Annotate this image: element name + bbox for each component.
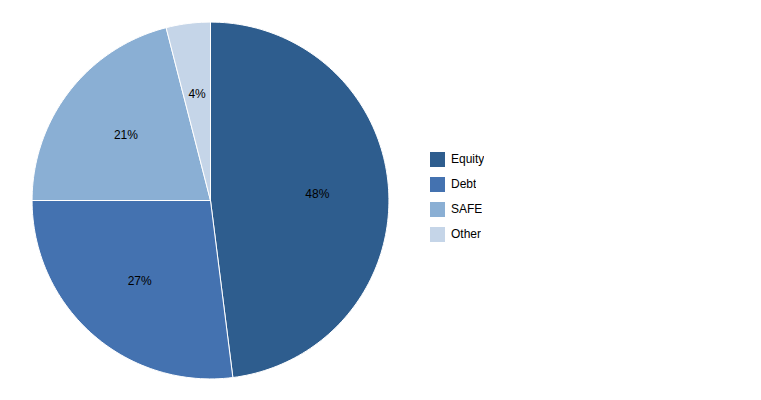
html-text:Other: Other [451,227,481,241]
svg-text:48%: 48% [305,187,329,201]
html-text:SAFE: SAFE [451,202,483,216]
html-text:Equity: Equity [451,152,485,166]
svg-text:21%: 21% [114,128,138,142]
svg-text:27%: 27% [128,274,152,288]
html-text:Debt: Debt [451,177,477,191]
svg-text:4%: 4% [188,87,206,101]
